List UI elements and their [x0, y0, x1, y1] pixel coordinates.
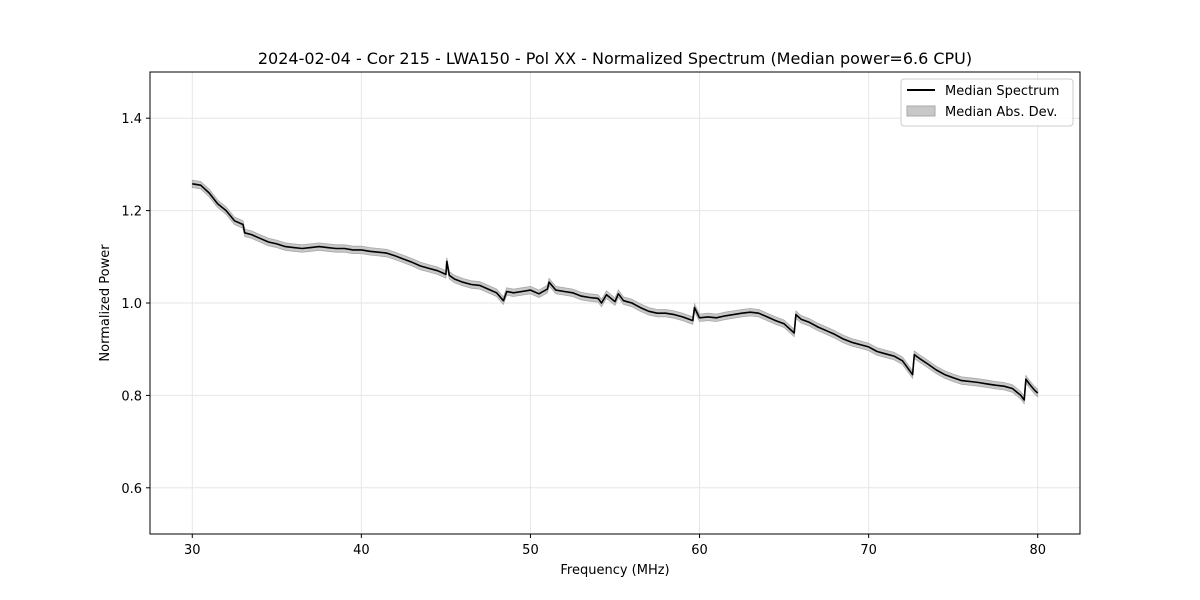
- y-tick-label: 0.6: [121, 482, 142, 497]
- median-spectrum-line: [192, 183, 1039, 401]
- y-tick-label: 1.4: [121, 112, 142, 127]
- y-tick-label: 1.0: [121, 297, 142, 312]
- y-axis-label: Normalized Power: [98, 244, 113, 362]
- x-tick-label: 50: [522, 543, 539, 558]
- median-abs-dev-band: [191, 179, 1039, 405]
- legend-box: [900, 78, 1074, 127]
- y-tick-label: 0.8: [121, 389, 142, 404]
- x-tick-label: 80: [1029, 543, 1046, 558]
- legend-label-median-abs-dev: Median Abs. Dev.: [945, 105, 1057, 120]
- legend: Median Spectrum Median Abs. Dev.: [900, 78, 1074, 127]
- x-tick-label: 70: [860, 543, 877, 558]
- x-tick-label: 60: [691, 543, 708, 558]
- series-layer: [192, 183, 1039, 401]
- y-tick-label: 1.2: [121, 205, 142, 220]
- legend-label-median-spectrum: Median Spectrum: [945, 84, 1059, 99]
- x-tick-label: 40: [353, 543, 370, 558]
- y-axis-ticks: 0.6 0.8 1.0 1.2 1.4: [121, 112, 150, 497]
- x-tick-label: 30: [184, 543, 201, 558]
- chart-title: 2024-02-04 - Cor 215 - LWA150 - Pol XX -…: [258, 49, 972, 68]
- x-axis-ticks: 30 40 50 60 70 80: [184, 534, 1046, 558]
- x-axis-label: Frequency (MHz): [560, 563, 669, 578]
- mad-band-layer: [191, 179, 1039, 405]
- legend-swatch-median-abs-dev: [906, 105, 936, 117]
